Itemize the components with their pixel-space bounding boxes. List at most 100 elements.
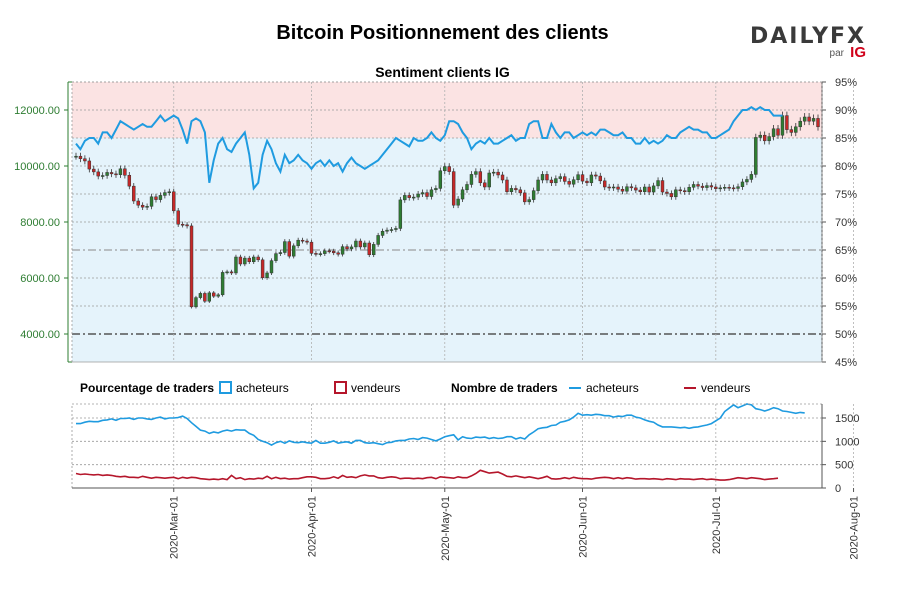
price-candle [611,186,616,189]
bottom-panel-grid [72,404,854,489]
price-candle [123,168,127,176]
price-candle [785,115,789,130]
price-candle [563,176,567,182]
price-candle [651,185,656,193]
price-candle [443,166,447,172]
price-candle [767,136,771,142]
price-candle [354,240,358,248]
price-candle [300,239,305,242]
price-candle [434,188,438,191]
price-candle [154,196,158,200]
pct-tick-label: 95% [835,77,857,89]
legend-count-long: acheteurs [586,381,639,395]
price-candle [598,175,602,182]
price-candle [638,189,642,193]
price-candle [807,116,811,122]
price-candle [340,246,345,255]
price-candle [665,191,669,194]
price-candle [460,189,465,200]
price-candle [425,192,429,197]
price-candle [252,256,256,263]
price-candle [318,253,323,255]
price-candle [678,189,682,192]
price-candle [260,259,265,278]
price-candle [754,137,758,175]
price-candle [118,168,123,175]
legend-pct-long: acheteurs [236,381,289,395]
price-candle [367,242,371,256]
price-candle [74,155,78,158]
price-candle [531,190,536,200]
price-candle [87,160,92,170]
count-tick-label: 500 [835,460,853,472]
price-candle [660,180,665,193]
price-candle [536,179,540,191]
price-candle [234,256,238,274]
pct-tick-label: 80% [835,161,857,173]
price-candle [554,178,558,184]
price-candle [100,175,105,177]
price-candle [323,250,327,254]
price-candle [180,223,185,226]
price-candle [603,180,607,188]
price-candle [514,188,518,191]
price-candle [749,174,754,180]
price-tick-label: 8000.00 [20,217,60,229]
price-candle [585,180,589,184]
price-candle [256,256,260,261]
chart-title: Bitcoin Positionnement des clients [276,22,609,44]
pct-tick-label: 65% [835,245,857,257]
price-candle [429,189,434,197]
date-tick-label: 2020-Jul-01 [711,496,723,554]
date-tick-label: 2020-Jun-01 [578,496,590,558]
price-candle [172,191,176,212]
count-tick-label: 0 [835,483,841,495]
price-candle [687,187,691,193]
price-candle [385,229,389,232]
price-candle [345,246,349,250]
price-candle [487,172,491,188]
price-candle [571,179,576,185]
price-candle [158,195,163,200]
count-tick-label: 1500 [835,413,859,425]
price-candle [447,166,451,172]
price-candle [269,260,274,274]
price-candle [674,189,678,198]
price-candle [700,185,705,188]
price-candle [109,172,114,175]
long-count-line [76,403,805,447]
price-candle [92,168,96,173]
price-candle [718,187,722,190]
price-candle [469,174,474,185]
price-candle [518,189,523,194]
price-candle [185,224,189,227]
price-candle [216,294,220,297]
price-candle [189,225,194,308]
price-candle [398,199,403,229]
price-candle [229,271,234,274]
price-candle [523,192,527,203]
price-candle [243,257,247,265]
price-candle [727,187,731,189]
price-candle [776,128,780,136]
price-candle [696,184,700,187]
top-panel-frame [71,81,823,363]
price-tick-label: 10000.00 [14,161,60,173]
pct-tick-label: 45% [835,357,857,369]
pct-tick-label: 60% [835,273,857,285]
price-candle [78,155,83,159]
price-candle [380,230,385,236]
price-candle [625,186,629,192]
price-candle [794,126,798,133]
price-candle [669,193,674,198]
price-candle [634,187,638,191]
price-candle [629,186,634,189]
price-candle [740,181,745,187]
price-candle [451,171,456,206]
price-candle [127,174,132,187]
price-candle [540,174,545,181]
price-candle [274,253,278,261]
price-candle [283,241,287,253]
price-candle [287,241,291,257]
price-candle [580,174,585,182]
